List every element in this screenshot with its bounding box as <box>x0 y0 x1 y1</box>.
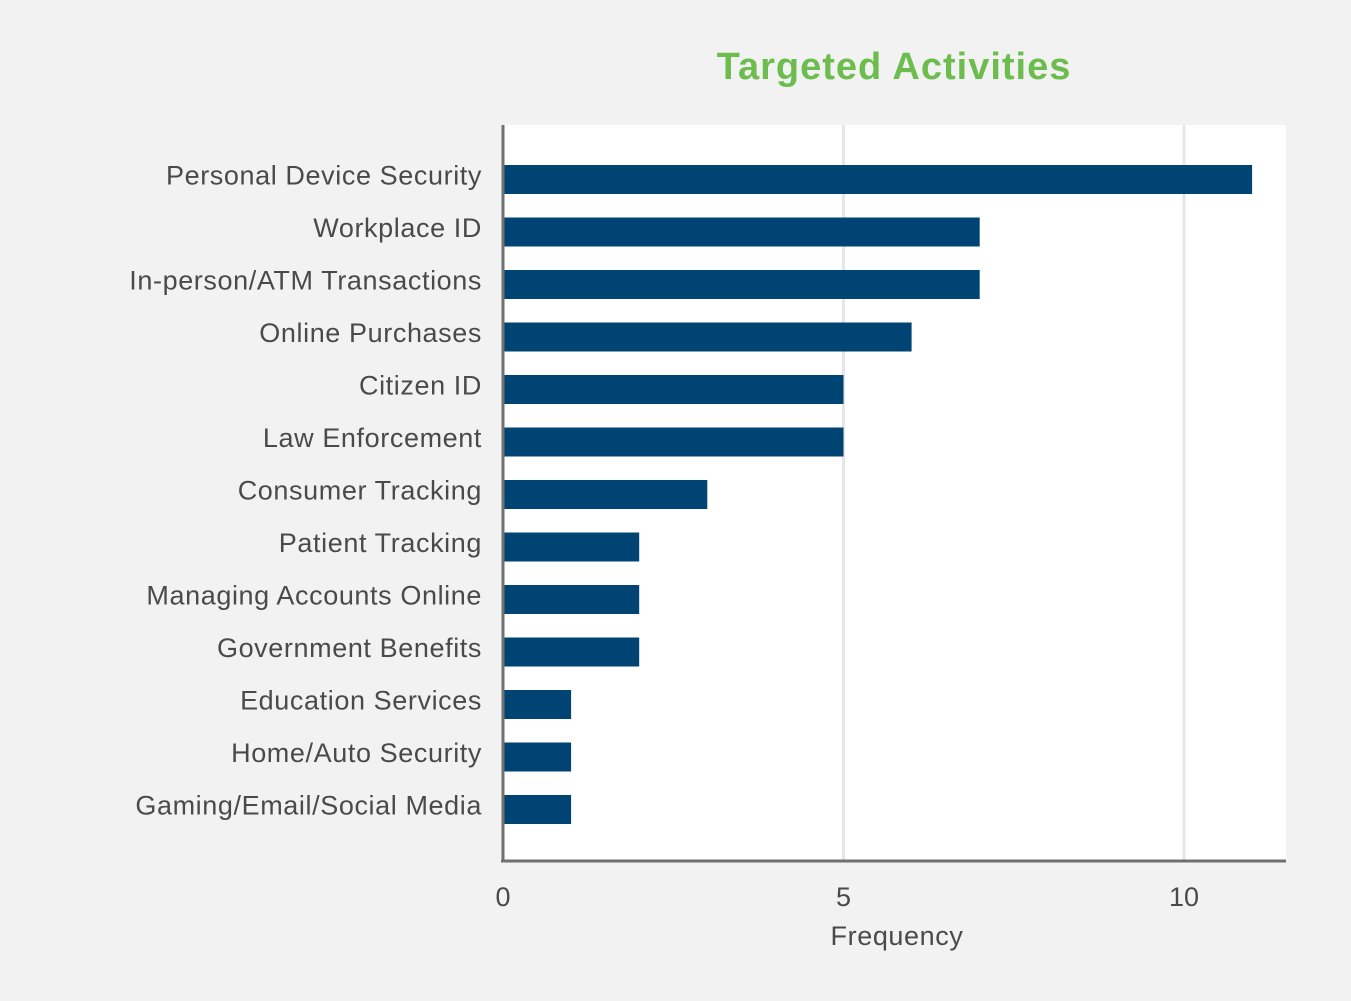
category-label: Personal Device Security <box>166 161 482 191</box>
category-label: Patient Tracking <box>279 528 482 558</box>
bar <box>503 637 640 667</box>
category-label: Law Enforcement <box>263 423 482 453</box>
chart-title: Targeted Activities <box>717 46 1072 88</box>
bar <box>503 532 640 562</box>
category-label: Government Benefits <box>217 633 482 663</box>
bar <box>503 795 572 824</box>
axes <box>501 125 1286 863</box>
bar <box>503 217 980 247</box>
category-label: Gaming/Email/Social Media <box>135 791 482 821</box>
category-label: Online Purchases <box>259 318 482 348</box>
bar <box>503 165 1253 194</box>
x-tick-label: 10 <box>1169 882 1199 912</box>
bar <box>503 322 912 352</box>
bar <box>503 742 572 772</box>
category-label: Education Services <box>240 686 482 716</box>
bars <box>503 165 1253 824</box>
category-label: Managing Accounts Online <box>146 581 482 611</box>
x-tick-label: 0 <box>495 882 510 912</box>
bar <box>503 270 980 299</box>
category-label: Workplace ID <box>313 213 482 243</box>
category-label: Home/Auto Security <box>231 738 482 768</box>
category-label: Consumer Tracking <box>238 476 482 506</box>
x-tick-labels: 0 5 10 <box>495 882 1199 912</box>
x-axis-title: Frequency <box>831 921 964 951</box>
bar <box>503 375 844 404</box>
category-label: In-person/ATM Transactions <box>129 266 482 296</box>
category-label: Citizen ID <box>359 371 482 401</box>
grid-lines <box>842 125 1186 861</box>
bar <box>503 427 844 457</box>
bar <box>503 480 708 509</box>
x-tick-label: 5 <box>836 882 851 912</box>
category-labels: Personal Device Security Workplace ID In-p… <box>129 161 482 821</box>
bar <box>503 585 640 614</box>
bar <box>503 690 572 719</box>
